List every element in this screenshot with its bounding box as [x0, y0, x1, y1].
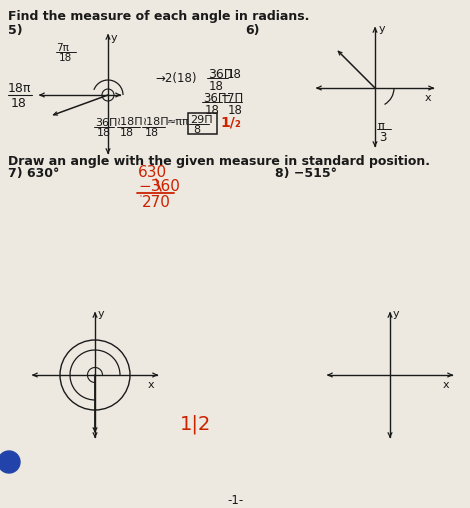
- Text: x: x: [425, 93, 431, 103]
- Text: 630: 630: [138, 165, 167, 180]
- Text: ≀18Π: ≀18Π: [143, 117, 170, 127]
- Text: x: x: [148, 380, 155, 390]
- Text: x: x: [443, 380, 450, 390]
- Text: 270: 270: [142, 195, 171, 210]
- Text: 7) 630°: 7) 630°: [8, 167, 59, 180]
- Text: 1|2: 1|2: [180, 415, 212, 434]
- Text: Draw an angle with the given measure in standard position.: Draw an angle with the given measure in …: [8, 155, 430, 168]
- Text: 18: 18: [59, 53, 72, 63]
- Text: 29Π: 29Π: [190, 115, 212, 125]
- Text: →2(18): →2(18): [155, 72, 196, 85]
- Text: −: −: [221, 90, 232, 103]
- Text: 18: 18: [209, 80, 224, 93]
- Text: 18: 18: [227, 68, 242, 81]
- Text: 3: 3: [379, 131, 386, 144]
- Text: 36Π: 36Π: [203, 92, 227, 105]
- Text: −360: −360: [138, 179, 180, 194]
- Text: π: π: [378, 120, 385, 133]
- Text: 18: 18: [228, 104, 243, 117]
- Text: 6): 6): [245, 24, 259, 37]
- Text: 18: 18: [145, 128, 159, 138]
- Text: y: y: [393, 309, 399, 319]
- Text: 7Π: 7Π: [227, 92, 243, 105]
- Text: 36Π: 36Π: [208, 68, 233, 81]
- Circle shape: [0, 451, 20, 473]
- Text: ≀18Π: ≀18Π: [117, 117, 144, 127]
- Text: 18: 18: [120, 128, 134, 138]
- Text: y: y: [379, 24, 385, 34]
- Text: -1-: -1-: [227, 494, 243, 507]
- Text: 5): 5): [8, 24, 23, 37]
- Text: Find the measure of each angle in radians.: Find the measure of each angle in radian…: [8, 10, 309, 23]
- Text: ≈ππ: ≈ππ: [167, 117, 189, 127]
- Text: 1/₂: 1/₂: [220, 115, 241, 129]
- Text: 7π: 7π: [56, 43, 69, 53]
- Text: 18: 18: [97, 128, 111, 138]
- Text: y: y: [98, 309, 105, 319]
- Text: 18: 18: [205, 104, 220, 117]
- Text: 18: 18: [11, 97, 27, 110]
- FancyBboxPatch shape: [188, 112, 217, 134]
- Text: 8: 8: [193, 125, 200, 135]
- Text: 36Π: 36Π: [95, 118, 118, 128]
- Text: y: y: [111, 33, 118, 43]
- Text: 8) −515°: 8) −515°: [275, 167, 337, 180]
- Text: 18π: 18π: [8, 82, 31, 95]
